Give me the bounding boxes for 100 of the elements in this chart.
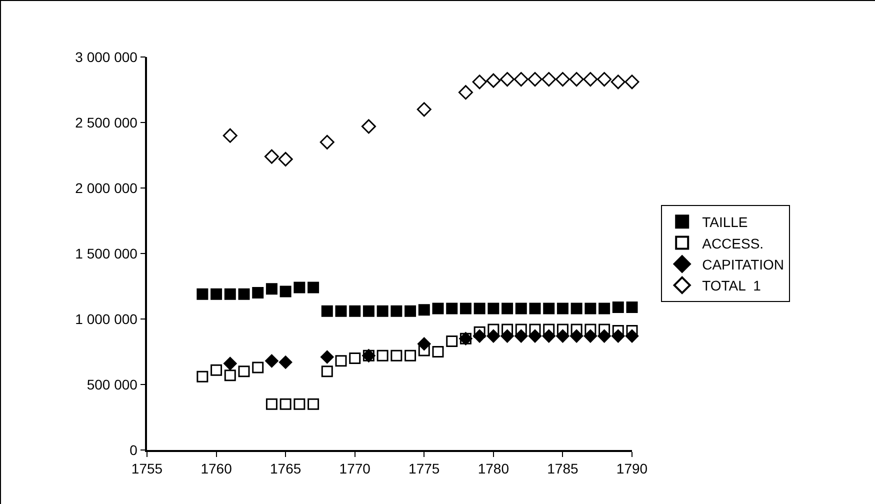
point [210, 288, 222, 300]
point [556, 324, 568, 336]
point [222, 128, 238, 143]
point [321, 305, 333, 317]
point [238, 366, 250, 378]
x-tick-label: 1760 [200, 460, 232, 477]
point [474, 302, 486, 314]
point [598, 324, 610, 336]
point [416, 102, 432, 117]
point [418, 344, 430, 356]
point [238, 288, 250, 300]
point [349, 352, 361, 364]
point [502, 324, 514, 336]
point [583, 72, 598, 87]
point [278, 356, 292, 369]
legend-label: ACCESS. [702, 235, 764, 252]
y-tick-label: 1 500 000 [75, 245, 138, 262]
point [472, 74, 487, 90]
point [624, 74, 640, 90]
point [612, 301, 624, 313]
point [349, 305, 361, 317]
y-tick-label: 3 000 000 [75, 48, 138, 65]
point [612, 329, 625, 343]
point [280, 286, 292, 298]
point [224, 356, 237, 370]
x-tick-label: 1765 [270, 460, 302, 477]
point [280, 398, 292, 410]
point [626, 301, 638, 313]
point [597, 72, 612, 87]
point [294, 398, 306, 410]
y-tick-label: 0 [130, 442, 138, 458]
point [529, 302, 541, 314]
point [390, 305, 402, 317]
legend-label: CAPITATION [702, 256, 784, 272]
point [460, 302, 472, 314]
point [514, 329, 528, 343]
point [278, 152, 293, 166]
point [486, 329, 500, 343]
x-tick-label: 1785 [547, 460, 578, 477]
point [488, 324, 500, 336]
point [320, 134, 334, 150]
point [502, 302, 514, 314]
point [432, 302, 444, 314]
point [500, 72, 515, 87]
x-tick-label: 1770 [339, 460, 371, 477]
point [252, 362, 264, 374]
point [308, 282, 320, 294]
point [556, 329, 570, 343]
point [361, 119, 376, 134]
point [486, 73, 501, 88]
point [376, 305, 388, 317]
point [528, 329, 542, 343]
point [584, 324, 596, 336]
x-tick-label: 1780 [478, 460, 510, 477]
point [418, 304, 430, 316]
y-tick-label: 500 000 [86, 376, 138, 392]
point [488, 302, 500, 314]
point [196, 370, 208, 382]
point [515, 324, 527, 336]
point [252, 287, 264, 299]
point [266, 398, 278, 410]
y-tick-label: 2 000 000 [75, 180, 138, 196]
point [404, 305, 416, 317]
legend-label: TAILLE [702, 214, 748, 230]
point [529, 324, 541, 336]
point [294, 282, 306, 294]
point [264, 149, 279, 164]
point [515, 302, 527, 314]
point [404, 350, 416, 362]
point [224, 288, 236, 300]
point [432, 346, 444, 358]
point [584, 329, 598, 343]
x-tick-label: 1755 [131, 460, 163, 477]
point [542, 329, 556, 343]
point [224, 370, 236, 382]
point [528, 72, 542, 87]
point [376, 350, 388, 362]
point [543, 324, 555, 336]
point [266, 283, 278, 295]
point [610, 74, 626, 90]
point [210, 364, 222, 376]
point [598, 329, 611, 343]
point [542, 72, 556, 87]
point [265, 354, 278, 368]
x-tick-label: 1775 [408, 460, 440, 477]
point [625, 329, 639, 343]
point [335, 355, 347, 367]
point [514, 72, 528, 87]
point [446, 302, 458, 314]
point [320, 350, 334, 364]
point [335, 305, 347, 317]
point [446, 336, 458, 348]
point [418, 337, 431, 350]
point [458, 85, 473, 100]
point [584, 302, 596, 314]
point [543, 302, 555, 314]
y-tick-label: 2 500 000 [75, 114, 138, 130]
legend-label: TOTAL 1 [702, 278, 762, 294]
point [569, 72, 584, 87]
point [570, 324, 582, 336]
